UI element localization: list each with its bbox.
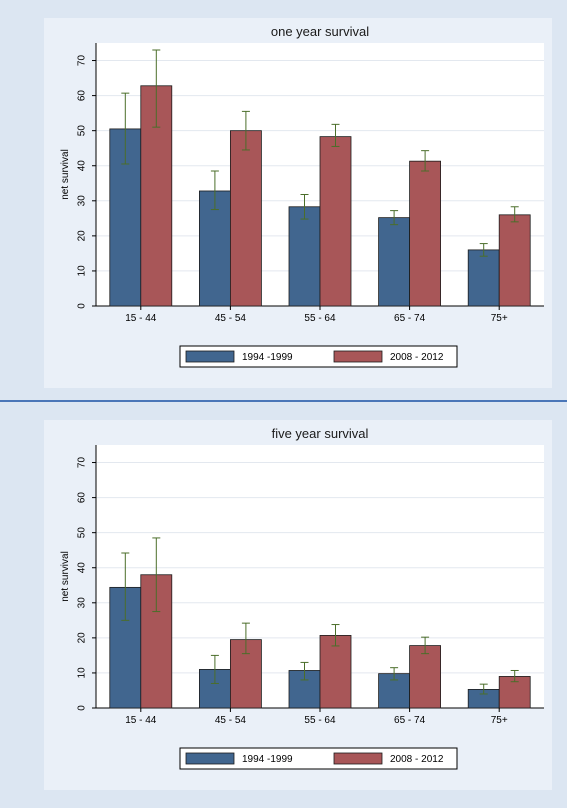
chart-title: one year survival (271, 24, 369, 39)
y-tick-label: 70 (77, 55, 88, 67)
x-tick-label: 65 - 74 (394, 715, 426, 726)
y-tick-label: 60 (77, 492, 88, 504)
bar (498, 214, 531, 307)
chart-svg: one year survival 0 10 20 30 40 50 60 70 net surv… (44, 18, 552, 388)
y-tick-label: 30 (77, 597, 88, 609)
bar (288, 206, 321, 307)
x-tick-label: 75+ (491, 313, 508, 324)
y-tick-label: 50 (77, 527, 88, 539)
y-tick-label: 30 (77, 195, 88, 207)
chart-title: five year survival (272, 426, 369, 441)
y-tick-label: 0 (77, 705, 88, 711)
bar (378, 217, 411, 307)
legend-box (179, 345, 458, 368)
header-strip (0, 0, 567, 8)
x-tick-label: 45 - 54 (215, 715, 247, 726)
legend-label: 1994 -1999 (242, 352, 293, 363)
bar (229, 130, 262, 307)
x-tick-label: 75+ (491, 715, 508, 726)
bar (409, 160, 442, 307)
x-tick-label: 15 - 44 (125, 313, 157, 324)
y-tick-label: 10 (77, 667, 88, 679)
y-tick-label: 0 (77, 303, 88, 309)
legend-label: 2008 - 2012 (390, 352, 444, 363)
panel-divider (0, 400, 567, 402)
legend-swatch (185, 752, 235, 765)
y-tick-label: 60 (77, 90, 88, 102)
y-tick-label: 40 (77, 160, 88, 172)
bar (467, 249, 500, 307)
y-tick-label: 10 (77, 265, 88, 277)
y-tick-label: 20 (77, 230, 88, 242)
y-axis-label: net survival (60, 551, 71, 602)
x-tick-label: 15 - 44 (125, 715, 157, 726)
bar (409, 645, 442, 709)
bar (319, 136, 352, 307)
legend-box (179, 747, 458, 770)
y-tick-label: 50 (77, 125, 88, 137)
y-axis-label: net survival (60, 149, 71, 200)
legend-label: 2008 - 2012 (390, 754, 444, 765)
chart-svg: five year survival 0 10 20 30 40 50 60 70 net sur… (44, 420, 552, 790)
bar (198, 190, 231, 307)
y-tick-label: 70 (77, 457, 88, 469)
y-tick-label: 20 (77, 632, 88, 644)
y-tick-label: 40 (77, 562, 88, 574)
legend-swatch (333, 350, 383, 363)
x-tick-label: 45 - 54 (215, 313, 247, 324)
legend-label: 1994 -1999 (242, 754, 293, 765)
legend-swatch (185, 350, 235, 363)
x-tick-label: 55 - 64 (304, 313, 336, 324)
x-tick-label: 55 - 64 (304, 715, 336, 726)
legend-swatch (333, 752, 383, 765)
x-tick-label: 65 - 74 (394, 313, 426, 324)
